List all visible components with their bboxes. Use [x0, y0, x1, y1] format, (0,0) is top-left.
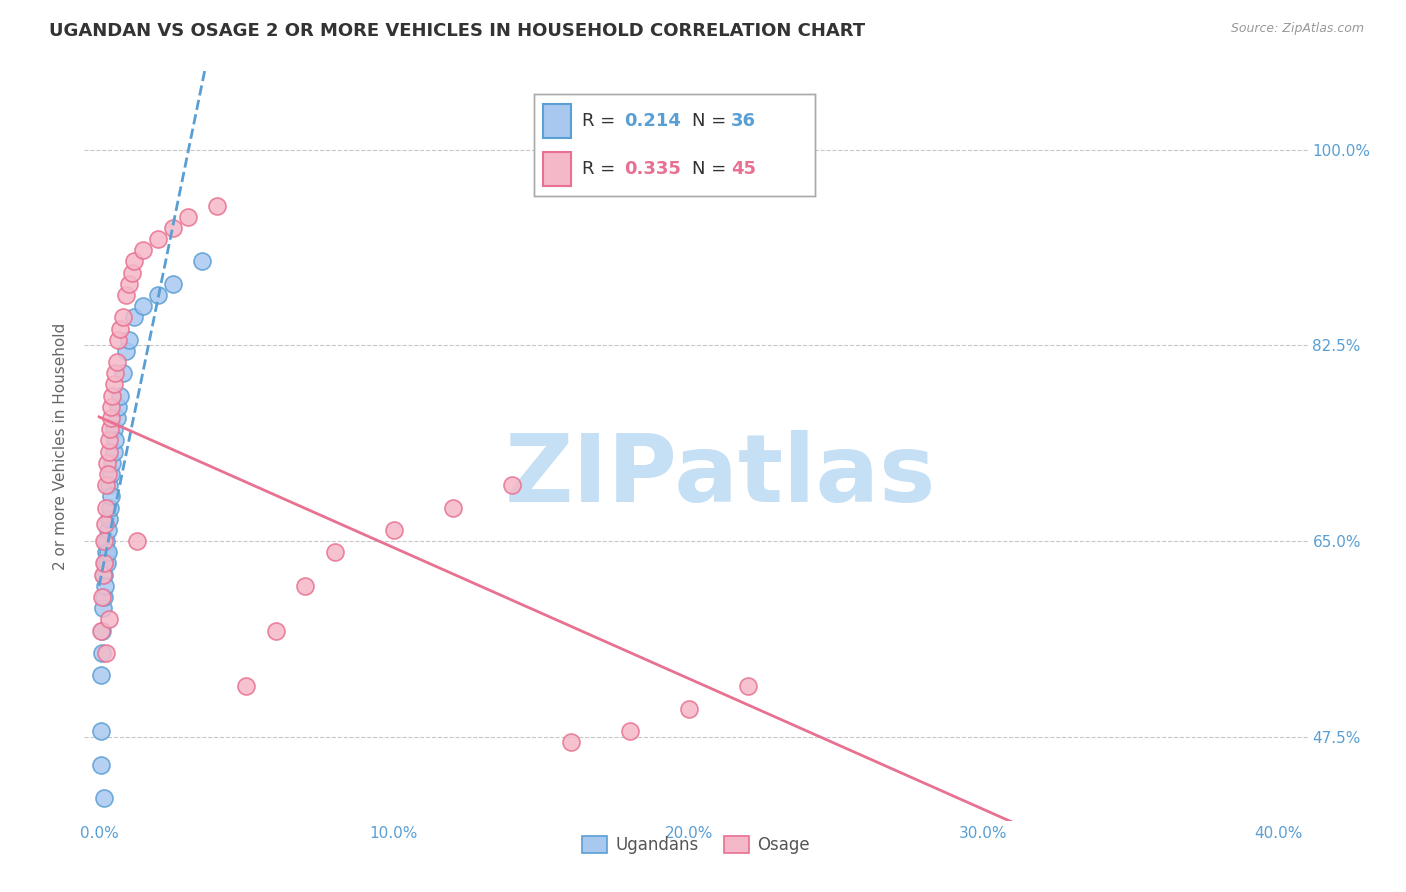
Text: 0.214: 0.214	[624, 112, 681, 130]
Point	[98, 434, 121, 448]
Point	[100, 400, 122, 414]
Point	[323, 545, 346, 559]
Point	[94, 517, 117, 532]
Point	[96, 557, 118, 571]
Point	[94, 579, 117, 593]
Point	[107, 333, 129, 347]
Point	[93, 791, 115, 805]
Point	[93, 557, 115, 571]
Point	[111, 367, 134, 381]
Point	[441, 500, 464, 515]
Point	[100, 467, 122, 481]
Text: 0.335: 0.335	[624, 160, 681, 178]
Text: 36: 36	[731, 112, 756, 130]
Point	[90, 757, 112, 772]
Text: 45: 45	[731, 160, 756, 178]
Point	[100, 411, 122, 425]
Text: N =: N =	[692, 160, 731, 178]
Point	[96, 456, 118, 470]
Point	[98, 612, 121, 626]
Point	[97, 467, 120, 481]
Text: UGANDAN VS OSAGE 2 OR MORE VEHICLES IN HOUSEHOLD CORRELATION CHART: UGANDAN VS OSAGE 2 OR MORE VEHICLES IN H…	[49, 22, 865, 40]
Point	[97, 444, 120, 458]
Point	[103, 377, 125, 392]
Y-axis label: 2 or more Vehicles in Household: 2 or more Vehicles in Household	[53, 322, 69, 570]
Point	[93, 567, 115, 582]
Point	[191, 254, 214, 268]
Legend: Ugandans, Osage: Ugandans, Osage	[575, 830, 817, 861]
Point	[737, 680, 759, 694]
Point	[96, 646, 118, 660]
Point	[124, 254, 146, 268]
Point	[100, 489, 122, 503]
Point	[98, 478, 121, 492]
Point	[124, 310, 146, 325]
Point	[90, 668, 112, 682]
Point	[98, 500, 121, 515]
Point	[132, 244, 155, 258]
Point	[97, 523, 120, 537]
Point	[90, 624, 112, 638]
Text: ZIPatlas: ZIPatlas	[505, 430, 936, 522]
Point	[98, 422, 121, 436]
Point	[94, 557, 117, 571]
Point	[127, 534, 149, 549]
Point	[146, 232, 169, 246]
Point	[94, 545, 117, 559]
Point	[111, 310, 134, 325]
Point	[91, 567, 114, 582]
Point	[162, 221, 184, 235]
Point	[132, 299, 155, 313]
Point	[96, 478, 118, 492]
Point	[97, 545, 120, 559]
Point	[162, 277, 184, 291]
Point	[91, 601, 114, 615]
Point	[108, 321, 131, 335]
Point	[101, 456, 124, 470]
Point	[121, 266, 143, 280]
Text: Source: ZipAtlas.com: Source: ZipAtlas.com	[1230, 22, 1364, 36]
Point	[678, 702, 700, 716]
Point	[93, 590, 115, 604]
Point	[105, 411, 128, 425]
Point	[91, 624, 114, 638]
Point	[101, 389, 124, 403]
Point	[90, 724, 112, 739]
Point	[501, 478, 523, 492]
Point	[91, 590, 114, 604]
Point	[114, 343, 136, 358]
Point	[104, 367, 127, 381]
Point	[235, 680, 257, 694]
Point	[105, 355, 128, 369]
Point	[114, 288, 136, 302]
Point	[93, 534, 115, 549]
Point	[146, 288, 169, 302]
Point	[91, 646, 114, 660]
Point	[619, 724, 641, 739]
Point	[103, 422, 125, 436]
Point	[294, 579, 316, 593]
FancyBboxPatch shape	[543, 153, 571, 186]
Point	[176, 210, 198, 224]
Point	[104, 434, 127, 448]
Point	[107, 400, 129, 414]
Point	[382, 523, 405, 537]
Point	[205, 198, 228, 212]
Text: N =: N =	[692, 112, 731, 130]
Text: R =: R =	[582, 112, 621, 130]
Point	[117, 333, 139, 347]
Point	[96, 534, 118, 549]
Point	[94, 500, 117, 515]
Point	[560, 735, 582, 749]
Text: R =: R =	[582, 160, 621, 178]
Point	[97, 511, 120, 525]
Point	[108, 389, 131, 403]
Point	[264, 624, 287, 638]
Point	[117, 277, 139, 291]
Point	[103, 444, 125, 458]
FancyBboxPatch shape	[543, 104, 571, 137]
